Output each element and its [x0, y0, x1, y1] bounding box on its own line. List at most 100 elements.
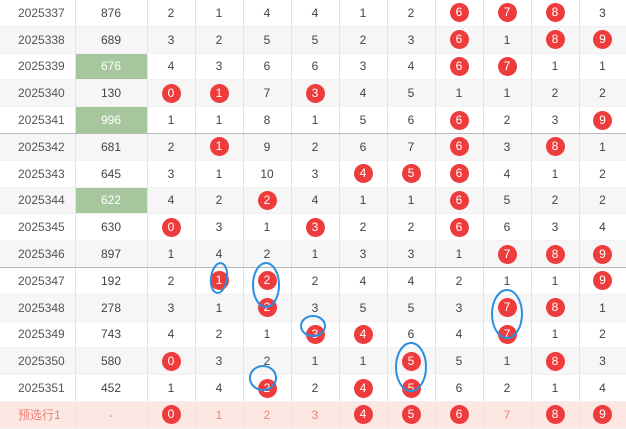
- miss-count: 2: [503, 381, 511, 396]
- hit-ball: 0: [161, 405, 181, 425]
- digit-cell: 1: [435, 79, 484, 108]
- digit-cell: 4: [291, 0, 340, 27]
- hit-ball: 4: [353, 324, 373, 344]
- digit-cell: 1: [291, 106, 340, 134]
- digit-cell: 2: [243, 187, 292, 215]
- miss-count: 5: [503, 193, 511, 208]
- digit-cell: 1: [531, 53, 580, 81]
- digit-cell: 2: [291, 133, 340, 161]
- digit-cell: 4: [339, 267, 388, 295]
- hit-ball: 6: [449, 56, 469, 76]
- hit-ball: 3: [305, 324, 325, 344]
- digit-cell: 4: [339, 79, 388, 108]
- draw-row: 2025348 278 3 1 2 3 5 5 3 7 8 1: [0, 294, 626, 322]
- digit-cell: 1: [243, 213, 292, 242]
- digit-cell: 4: [579, 374, 626, 402]
- miss-count: 1: [503, 354, 511, 369]
- digit-cell: 1: [531, 374, 580, 402]
- digit-cell: 1: [195, 106, 244, 134]
- digit-cell: 9: [579, 240, 626, 268]
- miss-count: 2: [167, 5, 175, 20]
- miss-count: 2: [263, 354, 271, 369]
- draw-row: 2025344 622 4 2 2 4 1 1 6 5 2 2: [0, 187, 626, 215]
- hit-ball: 9: [593, 405, 612, 425]
- period-cell: 2025340: [0, 79, 76, 108]
- digit-cell: 2: [483, 106, 532, 134]
- miss-count: 2: [599, 86, 606, 101]
- digit-cell: 4: [387, 267, 436, 295]
- digit-cell: 1: [147, 106, 196, 134]
- miss-count: 6: [407, 327, 415, 342]
- hit-ball: 9: [593, 30, 612, 50]
- digit-cell: 2: [243, 240, 292, 268]
- draw-number-cell: 876: [75, 0, 148, 27]
- miss-count: 6: [359, 139, 367, 154]
- miss-count: 1: [551, 327, 559, 342]
- draw-number-cell: 452: [75, 374, 148, 402]
- digit-cell: 1: [147, 374, 196, 402]
- digit-cell: 4: [147, 187, 196, 215]
- hit-ball: 0: [161, 83, 181, 103]
- miss-count: 3: [407, 32, 415, 47]
- miss-count: 2: [551, 86, 559, 101]
- draw-number-cell: 622: [75, 187, 148, 215]
- digit-cell: 3: [147, 294, 196, 322]
- digit-cell: 3: [579, 0, 626, 27]
- digit-cell: 7: [483, 0, 532, 27]
- digit-cell: 5: [483, 187, 532, 215]
- miss-count: 1: [359, 354, 367, 369]
- period-cell: 2025338: [0, 26, 76, 54]
- draw-number-cell: 130: [75, 79, 148, 108]
- miss-count: 3: [311, 166, 319, 181]
- miss-count: 3: [215, 220, 223, 235]
- draw-row: 2025342 681 2 1 9 2 6 7 6 3 8 1: [0, 133, 626, 161]
- period-cell: 2025343: [0, 160, 76, 188]
- miss-count: 2: [359, 32, 367, 47]
- miss-count: 2: [311, 273, 319, 288]
- digit-cell: 2: [579, 321, 626, 349]
- digit-cell: 5: [387, 294, 436, 322]
- hit-ball: 6: [449, 30, 469, 50]
- digit-cell: 9: [579, 26, 626, 54]
- digit-cell: 2: [579, 187, 626, 215]
- miss-count: 4: [167, 193, 175, 208]
- digit-cell: 0: [147, 79, 196, 108]
- digit-cell: 3: [291, 294, 340, 322]
- miss-count: 2: [599, 327, 606, 342]
- digit-cell: 4: [435, 321, 484, 349]
- miss-count: 1: [359, 193, 367, 208]
- miss-count: 3: [599, 354, 606, 369]
- miss-count: 1: [455, 247, 463, 262]
- digit-cell: 1: [291, 240, 340, 268]
- digit-cell: 1: [195, 267, 244, 295]
- digit-cell: 1: [243, 321, 292, 349]
- draw-number-cell: 897: [75, 240, 148, 268]
- miss-count: 5: [311, 32, 319, 47]
- digit-cell: 4: [147, 53, 196, 81]
- hit-ball: 1: [209, 271, 229, 291]
- miss-count: 2: [311, 381, 319, 396]
- miss-count: 1: [263, 327, 271, 342]
- digit-cell: 1: [579, 133, 626, 161]
- draw-row: 2025349 743 4 2 1 3 4 6 4 7 1 2: [0, 321, 626, 349]
- miss-count: 3: [215, 59, 223, 74]
- hit-ball: 9: [593, 271, 612, 291]
- digit-cell: 4: [147, 321, 196, 349]
- digit-cell: 2: [147, 267, 196, 295]
- period-cell: 2025348: [0, 294, 76, 322]
- digit-cell: 7: [243, 79, 292, 108]
- miss-count: 6: [263, 59, 271, 74]
- hit-ball: 7: [497, 244, 517, 264]
- digit-cell: 6: [435, 400, 484, 429]
- miss-count: 8: [263, 113, 271, 128]
- draw-row: 2025339 676 4 3 6 6 3 4 6 7 1 1: [0, 53, 626, 81]
- miss-count: 3: [167, 32, 175, 47]
- hit-ball: 2: [257, 190, 277, 210]
- period-cell: 2025342: [0, 133, 76, 161]
- digit-cell: 1: [531, 160, 580, 188]
- digit-cell: 6: [435, 133, 484, 161]
- digit-cell: 3: [435, 294, 484, 322]
- period-cell: 2025346: [0, 240, 76, 268]
- draw-row: 2025341 996 1 1 8 1 5 6 6 2 3 9: [0, 106, 626, 134]
- digit-cell: 3: [147, 160, 196, 188]
